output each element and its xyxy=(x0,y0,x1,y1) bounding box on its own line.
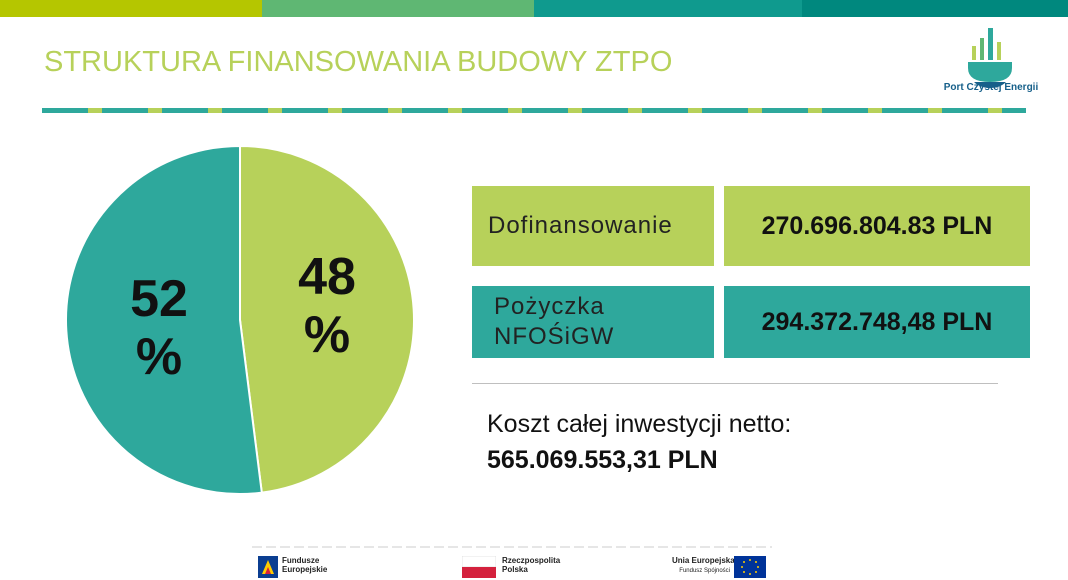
total-cost-label: Koszt całej inwestycji netto: xyxy=(487,410,792,438)
port-logo-icon xyxy=(968,28,1012,88)
footer-dotted-line xyxy=(252,546,772,548)
top-bar-segment-2 xyxy=(262,0,534,17)
pozyczka-label-line2: NFOŚiGW xyxy=(494,323,615,350)
ue-line2: Fundusz Spójności xyxy=(679,568,730,574)
fe-line1: Fundusze xyxy=(282,556,320,565)
pie-label-52-value: 52 xyxy=(130,270,188,328)
top-color-bar xyxy=(0,0,1068,17)
pozyczka-label-line1: Pożyczka xyxy=(494,293,605,320)
pie-label-52-unit: % xyxy=(135,328,183,386)
eu-flag-icon xyxy=(734,556,766,578)
dofinansowanie-label-box: Dofinansowanie xyxy=(472,186,714,266)
dofinansowanie-value-box: 270.696.804.83 PLN xyxy=(724,186,1030,266)
pie-label-48: 48 % xyxy=(280,248,374,364)
pozyczka-value-box: 294.372.748,48 PLN xyxy=(724,286,1030,358)
pozyczka-label-box: Pożyczka NFOŚiGW xyxy=(472,286,714,358)
header-divider xyxy=(42,108,1026,113)
pozyczka-value: 294.372.748,48 PLN xyxy=(761,307,993,336)
pie-label-48-unit: % xyxy=(303,306,351,364)
page-title: STRUKTURA FINANSOWANIA BUDOWY ZTPO xyxy=(44,46,673,78)
pie-slice-1 xyxy=(239,144,415,494)
pie-chart xyxy=(65,144,415,495)
ue-line1: Unia Europejska xyxy=(672,556,735,565)
total-cost-value: 565.069.553,31 PLN xyxy=(487,446,718,474)
section-separator xyxy=(472,383,998,384)
pie-label-52: 52 % xyxy=(112,270,206,386)
top-bar-segment-4 xyxy=(802,0,1068,17)
pl-line1: Rzeczpospolita xyxy=(502,556,561,565)
pie-label-48-value: 48 xyxy=(298,248,356,306)
logo-label: Port Czystej Energii xyxy=(943,82,1039,93)
dofinansowanie-label: Dofinansowanie xyxy=(488,212,673,239)
top-bar-segment-3 xyxy=(534,0,802,17)
polish-flag-icon xyxy=(462,556,496,578)
pl-line2: Polska xyxy=(502,565,528,574)
top-bar-segment-1 xyxy=(0,0,262,17)
fundusze-europejskie-icon xyxy=(258,556,278,578)
dofinansowanie-value: 270.696.804.83 PLN xyxy=(761,211,993,240)
fe-line2: Europejskie xyxy=(282,565,328,574)
pie-slice-2 xyxy=(65,144,263,495)
